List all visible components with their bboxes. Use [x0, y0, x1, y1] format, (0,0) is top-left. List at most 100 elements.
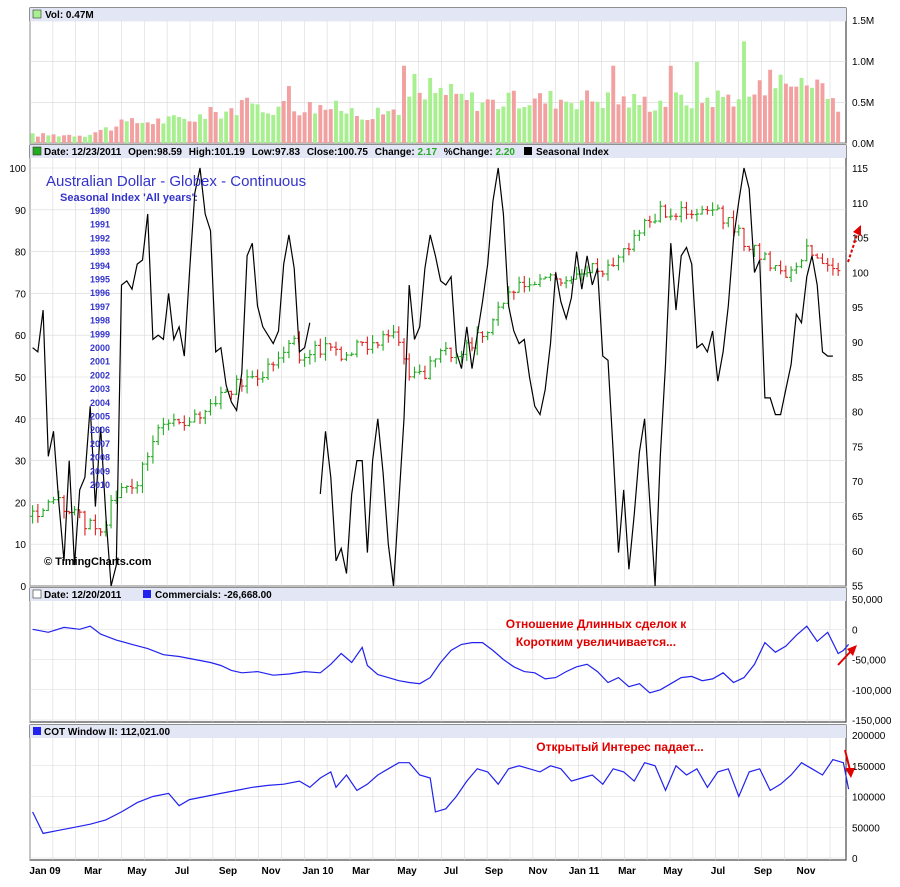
- x-axis-label: Sep: [219, 866, 237, 877]
- volume-bar: [752, 94, 757, 143]
- price-header-date: Date: 12/23/2011: [44, 147, 122, 158]
- cot-axis-label: 100000: [852, 793, 886, 804]
- cot-axis-label: 150000: [852, 762, 886, 773]
- x-axis-label: Jul: [444, 866, 459, 877]
- volume-bar: [527, 105, 532, 143]
- price-header-open: Open:98.59: [128, 147, 182, 158]
- volume-bar: [266, 113, 270, 143]
- volume-bar: [595, 101, 600, 143]
- volume-bar: [224, 111, 229, 143]
- volume-bar: [543, 103, 548, 143]
- volume-bar: [742, 41, 746, 144]
- year-label: 1997: [90, 302, 110, 312]
- volume-bar: [198, 114, 202, 143]
- x-axis-label: Jul: [711, 866, 726, 877]
- year-label: 2009: [90, 466, 110, 476]
- price-right-axis-label: 55: [852, 582, 864, 593]
- volume-legend-swatch: [32, 9, 42, 19]
- commercials-header-date: Date: 12/20/2011: [44, 590, 122, 601]
- volume-bar: [569, 103, 574, 143]
- volume-bar: [135, 123, 140, 143]
- volume-bar: [621, 96, 626, 143]
- volume-bar: [517, 108, 522, 143]
- volume-bar: [82, 136, 87, 143]
- price-up-arrowhead: [853, 225, 861, 236]
- price-header-bg: [30, 145, 846, 158]
- volume-bar: [459, 93, 464, 143]
- volume-bar: [726, 94, 731, 143]
- volume-bar: [88, 134, 93, 143]
- price-right-axis-label: 95: [852, 303, 864, 314]
- volume-bar: [109, 130, 114, 143]
- volume-bar: [93, 132, 98, 143]
- price-left-axis-label: 30: [15, 457, 27, 468]
- cot-legend-swatch: [33, 727, 41, 735]
- year-label: 2004: [90, 398, 110, 408]
- volume-bar: [836, 111, 841, 143]
- volume-bar: [203, 118, 208, 143]
- volume-bar: [297, 115, 302, 143]
- volume-bar: [611, 65, 616, 143]
- volume-bar: [757, 80, 762, 143]
- volume-bar: [114, 126, 119, 143]
- x-axis-label: Nov: [529, 866, 548, 877]
- volume-bar: [438, 87, 443, 143]
- volume-bar: [344, 113, 349, 143]
- price-left-axis-label: 70: [15, 289, 27, 300]
- volume-axis-label: 0.5M: [852, 98, 874, 109]
- year-label: 2003: [90, 384, 110, 394]
- volume-bar: [532, 98, 537, 143]
- volume-header: Vol: 0.47M: [45, 10, 94, 21]
- volume-header-bg: [30, 8, 846, 21]
- volume-bar: [72, 136, 77, 143]
- volume-bar: [511, 90, 516, 143]
- volume-bar: [119, 119, 124, 143]
- price-header-change-value: 2.17: [418, 147, 438, 158]
- volume-bar: [590, 101, 595, 143]
- volume-bar: [642, 96, 647, 143]
- year-list: 1990 1991 1992 1993 1994 1995 1996 1997 1998 1999…: [90, 206, 110, 490]
- volume-bar: [250, 103, 255, 143]
- volume-bar: [647, 111, 652, 143]
- x-axis-label: Mar: [618, 866, 636, 877]
- cot-axis-label: 200000: [852, 731, 886, 742]
- seasonal-index-line: [32, 167, 833, 587]
- volume-bar: [773, 88, 778, 143]
- price-right-axis-label: 60: [852, 547, 864, 558]
- volume-bar: [208, 107, 213, 143]
- commercials-annotation-line1: Отношение Длинных сделок к: [506, 617, 687, 631]
- year-label: 1996: [90, 288, 110, 298]
- volume-bar: [694, 61, 699, 143]
- commercials-axis-label: -150,000: [852, 716, 892, 727]
- commercials-date-swatch: [32, 589, 42, 599]
- volume-bar: [255, 104, 260, 143]
- x-axis-label: Mar: [84, 866, 102, 877]
- volume-bar: [339, 111, 344, 143]
- volume-bar: [407, 96, 412, 143]
- volume-bar: [663, 106, 668, 143]
- volume-bar: [548, 90, 553, 143]
- volume-bar: [302, 112, 307, 143]
- volume-bar: [506, 92, 511, 143]
- volume-bar: [684, 105, 689, 143]
- cot-annotation: Открытый Интерес падает...: [536, 740, 703, 754]
- cot-header: COT Window II: 112,021.00: [44, 727, 170, 738]
- volume-bar: [715, 90, 720, 143]
- volume-bar: [658, 100, 663, 143]
- chart-subtitle: Seasonal Index 'All years':: [60, 192, 198, 204]
- price-right-axis-label: 110: [852, 199, 868, 210]
- volume-bar: [606, 92, 610, 143]
- year-label: 2002: [90, 370, 110, 380]
- volume-bar: [391, 109, 396, 143]
- price-header-change-label: Change:: [375, 147, 415, 158]
- volume-bar: [794, 86, 799, 143]
- price-left-axis-label: 50: [15, 373, 27, 384]
- volume-bar: [804, 85, 809, 143]
- volume-bar: [810, 87, 814, 143]
- x-axis-label: Jan 11: [569, 866, 600, 877]
- year-label: 2001: [90, 357, 110, 367]
- year-label: 2010: [90, 480, 110, 490]
- volume-bar: [166, 116, 171, 143]
- volume-bar: [67, 134, 72, 143]
